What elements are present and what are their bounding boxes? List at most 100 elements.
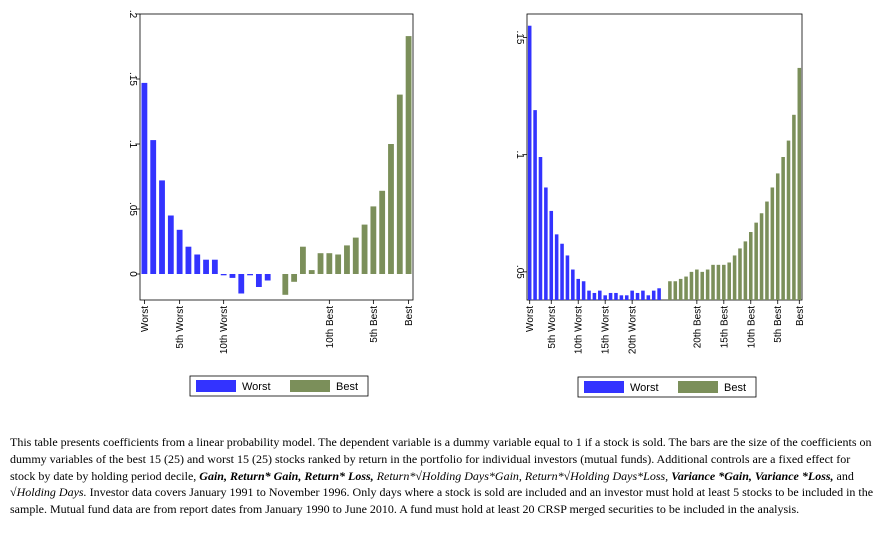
bar-best bbox=[678, 278, 683, 300]
bar-worst bbox=[238, 274, 245, 294]
x-tick-label: Best bbox=[795, 306, 806, 326]
bar-worst bbox=[630, 290, 634, 300]
y-tick-label: 0 bbox=[127, 271, 138, 277]
plot-area bbox=[139, 13, 414, 301]
caption-variables-3: Variance *Gain, Variance *Loss, bbox=[671, 468, 834, 483]
bar-worst bbox=[255, 274, 262, 287]
bar-worst bbox=[657, 288, 661, 300]
bar-worst bbox=[159, 180, 165, 274]
bar-worst bbox=[608, 292, 613, 300]
y-tick-label: .15 bbox=[127, 72, 138, 86]
bar-best bbox=[792, 114, 796, 300]
bar-worst bbox=[576, 278, 581, 300]
bar-best bbox=[716, 264, 721, 300]
bar-best bbox=[344, 245, 350, 274]
legend-label-best: Best bbox=[336, 381, 358, 393]
bar-worst bbox=[646, 295, 651, 300]
bar-best bbox=[775, 173, 780, 300]
x-tick-label: 15th Worst bbox=[601, 306, 612, 354]
bar-best bbox=[684, 276, 688, 300]
figure-canvas: .2 .15 .1 .05 0 Worst 5th Worst 10th Worst 10th … bbox=[127, 10, 806, 398]
bar-best bbox=[781, 157, 785, 300]
bar-worst bbox=[635, 292, 640, 300]
y-tick-label: .1 bbox=[514, 150, 525, 159]
bar-best bbox=[317, 253, 324, 274]
caption-variables-4: √Holding Days. bbox=[10, 485, 87, 500]
bar-best bbox=[711, 264, 715, 300]
bar-best bbox=[668, 281, 672, 300]
bar-worst bbox=[538, 157, 543, 300]
bar-worst bbox=[549, 210, 554, 300]
chart-left-investors: .2 .15 .1 .05 0 Worst 5th Worst 10th Worst 10th … bbox=[127, 10, 415, 397]
x-tick-label: Worst bbox=[525, 306, 536, 332]
bar-best bbox=[370, 206, 377, 274]
y-tick-label: .05 bbox=[127, 202, 138, 216]
legend-label-worst: Worst bbox=[242, 381, 271, 393]
bar-best bbox=[308, 270, 315, 274]
bar-worst bbox=[587, 290, 591, 300]
x-tick-label: 10th Worst bbox=[574, 306, 585, 354]
x-tick-label: 20th Worst bbox=[628, 306, 639, 354]
bar-best bbox=[754, 222, 758, 300]
bar-best bbox=[738, 248, 742, 300]
bar-worst bbox=[603, 295, 607, 300]
legend-swatch-worst bbox=[584, 381, 624, 393]
bar-best bbox=[797, 67, 802, 300]
bar-best bbox=[727, 262, 731, 300]
bar-worst bbox=[641, 290, 645, 300]
bar-best bbox=[732, 255, 737, 300]
bar-best bbox=[388, 144, 394, 274]
bar-worst bbox=[592, 292, 597, 300]
bar-best bbox=[748, 232, 753, 300]
bar-worst bbox=[554, 234, 559, 300]
x-tick-label: 5th Worst bbox=[547, 306, 558, 349]
bar-best bbox=[673, 281, 678, 300]
bar-best bbox=[361, 224, 368, 274]
y-tick-label: .2 bbox=[127, 10, 138, 19]
bar-worst bbox=[220, 274, 227, 276]
bar-worst bbox=[211, 259, 218, 274]
bar-best bbox=[695, 269, 699, 300]
chart-right-mutual-funds: .15 .1 .05 Worst 5th Worst 10th Worst 15th Wor… bbox=[514, 13, 806, 398]
bar-worst bbox=[167, 215, 174, 274]
bar-worst bbox=[176, 229, 183, 274]
bar-worst bbox=[619, 295, 624, 300]
bar-best bbox=[689, 271, 694, 300]
bar-worst bbox=[624, 295, 629, 300]
bar-best bbox=[722, 264, 726, 300]
bar-best bbox=[786, 140, 791, 300]
bar-best bbox=[705, 269, 710, 300]
legend-swatch-worst bbox=[196, 380, 236, 392]
x-tick-label: 20th Best bbox=[692, 306, 703, 348]
caption-variables-1: Gain, Return* Gain, Return* Loss, bbox=[199, 468, 377, 483]
legend-label-best: Best bbox=[724, 382, 746, 394]
bar-worst bbox=[264, 274, 271, 281]
bar-best bbox=[759, 213, 764, 300]
x-tick-label: 10th Worst bbox=[219, 306, 230, 354]
x-tick-label: 5th Worst bbox=[175, 306, 186, 349]
bar-best bbox=[765, 201, 769, 300]
bar-best bbox=[743, 241, 748, 300]
legend-swatch-best bbox=[290, 380, 330, 392]
bar-best bbox=[282, 274, 289, 295]
bar-worst bbox=[560, 243, 564, 300]
bar-best bbox=[335, 254, 342, 274]
bar-best bbox=[291, 274, 298, 282]
bar-worst bbox=[203, 259, 209, 274]
figure-caption: This table presents coefficients from a … bbox=[10, 434, 876, 518]
bar-worst bbox=[544, 187, 548, 300]
bar-best bbox=[405, 36, 412, 274]
bar-worst bbox=[565, 255, 570, 300]
bar-best bbox=[379, 190, 386, 274]
y-tick-label: .05 bbox=[514, 265, 525, 279]
x-tick-label: Best bbox=[404, 306, 415, 326]
bar-best bbox=[396, 94, 403, 274]
bar-worst bbox=[571, 269, 575, 300]
bar-best bbox=[300, 246, 306, 274]
bar-worst bbox=[247, 274, 253, 276]
bar-worst bbox=[194, 254, 201, 274]
caption-and: and bbox=[833, 468, 854, 483]
bar-worst bbox=[527, 25, 532, 300]
bar-best bbox=[352, 237, 359, 274]
bar-best bbox=[326, 253, 333, 274]
